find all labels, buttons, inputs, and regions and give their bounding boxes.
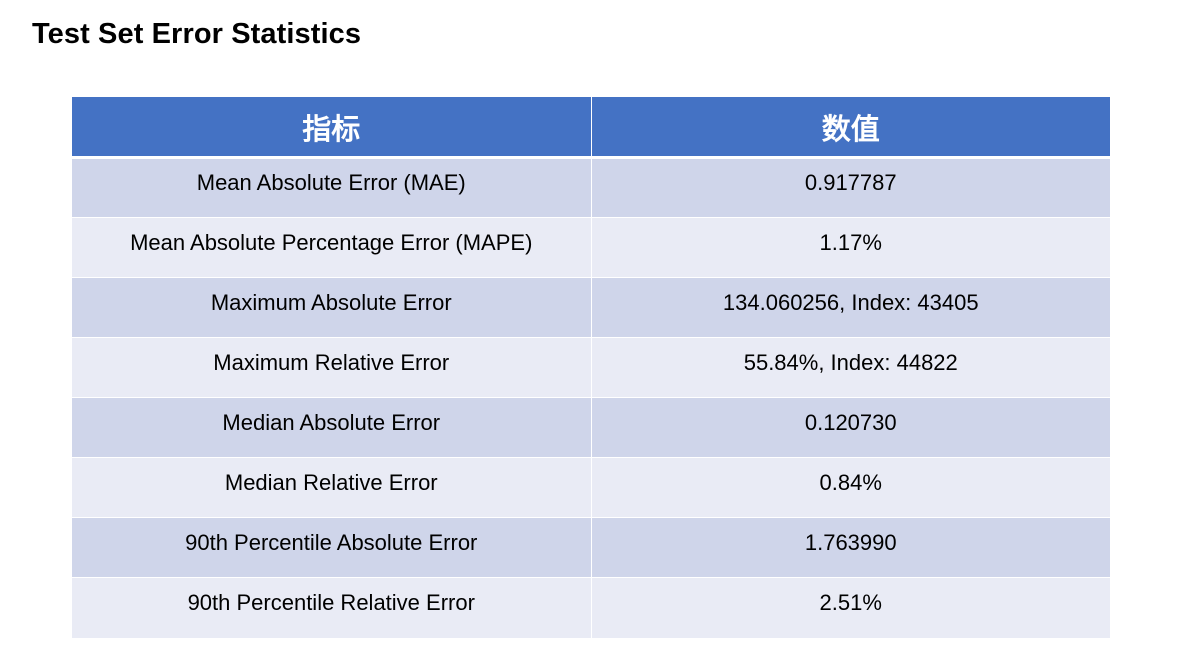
table-header-row: 指标 数值 [72,97,1110,159]
metric-cell: Median Relative Error [72,457,591,518]
metric-cell: Mean Absolute Error (MAE) [72,157,591,218]
value-cell: 1.17% [590,217,1110,278]
metric-cell: Maximum Absolute Error [72,277,591,338]
table-row: Maximum Absolute Error 134.060256, Index… [72,277,1110,338]
table-row: 90th Percentile Relative Error 2.51% [72,577,1110,638]
value-cell: 134.060256, Index: 43405 [590,277,1110,338]
table-row: Median Relative Error 0.84% [72,457,1110,518]
metric-cell: Maximum Relative Error [72,337,591,398]
page-title: Test Set Error Statistics [32,18,362,50]
table-row: Maximum Relative Error 55.84%, Index: 44… [72,337,1110,398]
metric-cell: 90th Percentile Relative Error [72,577,591,638]
header-metric: 指标 [72,97,591,159]
header-value: 数值 [590,97,1110,159]
value-cell: 0.917787 [590,157,1110,218]
table-row: Mean Absolute Error (MAE) 0.917787 [72,157,1110,218]
table-row: Mean Absolute Percentage Error (MAPE) 1.… [72,217,1110,278]
value-cell: 2.51% [590,577,1110,638]
value-cell: 0.120730 [590,397,1110,458]
value-cell: 0.84% [590,457,1110,518]
metric-cell: Mean Absolute Percentage Error (MAPE) [72,217,591,278]
metric-cell: 90th Percentile Absolute Error [72,517,591,578]
metric-cell: Median Absolute Error [72,397,591,458]
value-cell: 55.84%, Index: 44822 [590,337,1110,398]
table-row: Median Absolute Error 0.120730 [72,397,1110,458]
value-cell: 1.763990 [590,517,1110,578]
table-row: 90th Percentile Absolute Error 1.763990 [72,517,1110,578]
error-statistics-table: 指标 数值 Mean Absolute Error (MAE) 0.917787… [72,97,1110,638]
